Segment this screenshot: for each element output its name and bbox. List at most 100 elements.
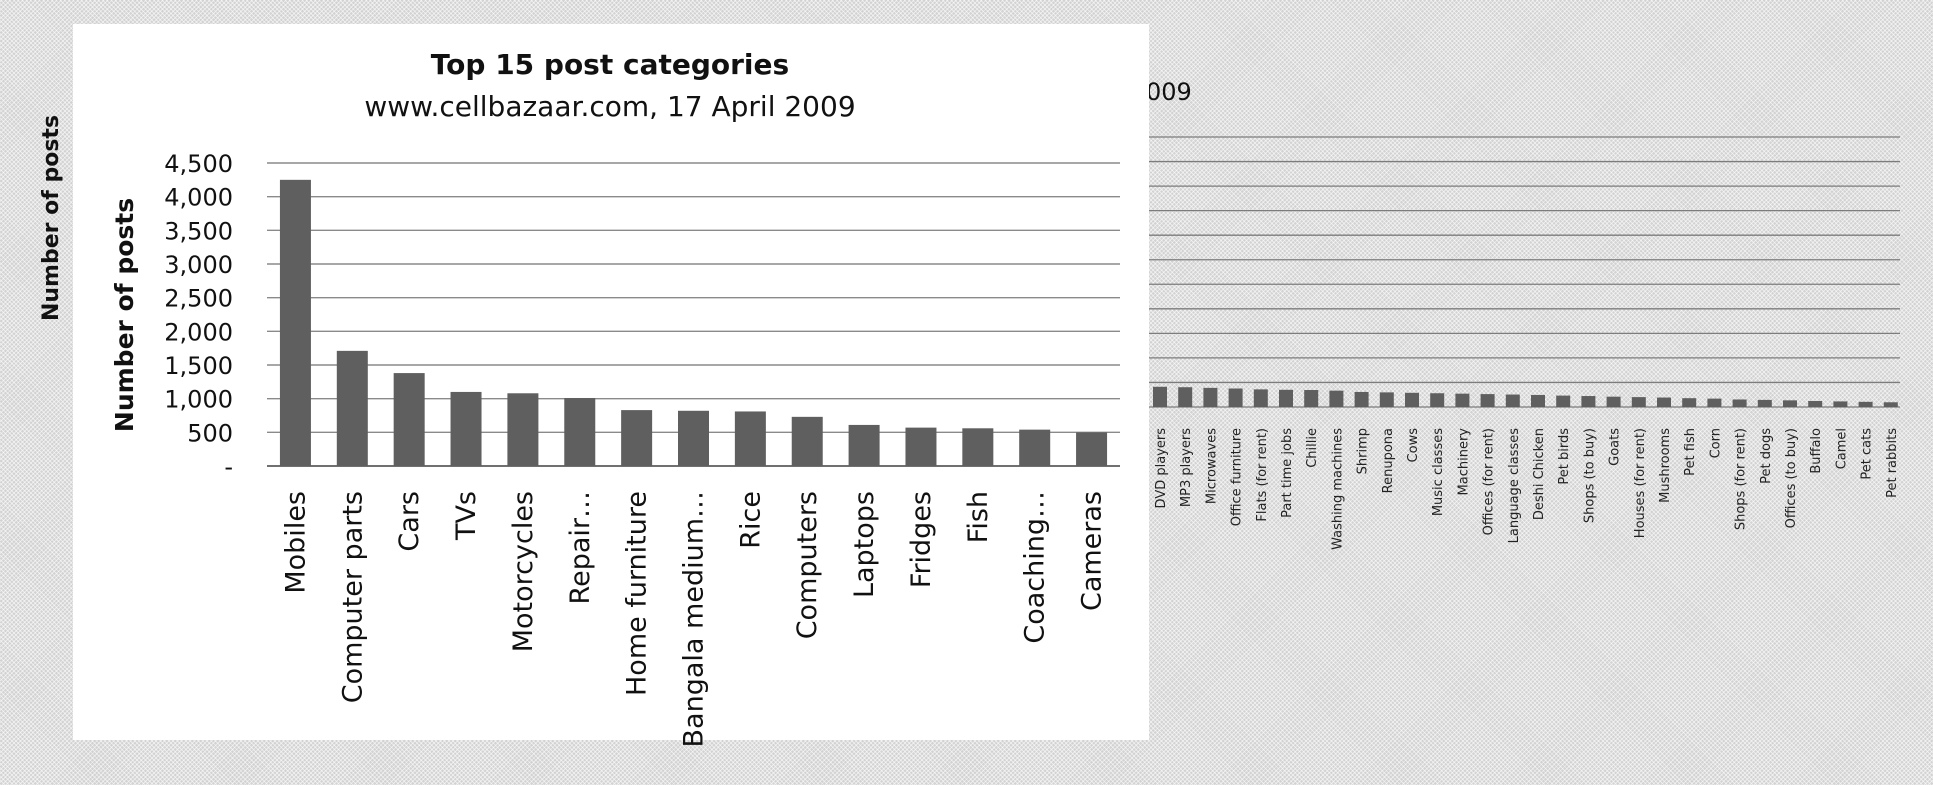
- bar: [450, 391, 482, 466]
- bar: [1279, 389, 1293, 407]
- bar: [1430, 393, 1445, 407]
- main-chart-bars: [279, 179, 1108, 467]
- bar: [1405, 392, 1419, 407]
- category-label: Shops (for rent): [1734, 428, 1749, 530]
- category-label: Pet fish: [1683, 428, 1698, 476]
- category-label: Corn: [1708, 428, 1723, 458]
- bar: [1329, 390, 1344, 407]
- chart-title: Top 15 post categories: [431, 48, 789, 81]
- bar: [1757, 399, 1772, 407]
- bar: [1883, 402, 1898, 407]
- bar: [1581, 396, 1596, 407]
- category-label: Pet birds: [1557, 428, 1572, 485]
- y-tick-label: 1,000: [164, 386, 233, 414]
- bar: [1455, 393, 1470, 407]
- bar: [1833, 401, 1848, 407]
- category-label: Pet cats: [1860, 428, 1875, 480]
- bar: [1707, 398, 1722, 407]
- background-chart: 009 DVD players MP3 players Microwaves Offi…: [1146, 78, 1900, 550]
- x-axis-category-labels: Mobiles Computer parts Cars TVs Motorcycles R…: [280, 491, 1107, 747]
- bar: [564, 397, 596, 466]
- main-chart-panel: [73, 24, 1149, 740]
- category-label: Office furniture: [1230, 428, 1245, 526]
- bar: [621, 410, 653, 466]
- category-label: Cows: [1406, 428, 1421, 463]
- category-label: Houses (for rent): [1633, 428, 1648, 538]
- category-label: MP3 players: [1179, 428, 1194, 507]
- bar: [734, 411, 766, 466]
- x-tick-label: Rice: [735, 491, 766, 549]
- background-chart-category-labels: DVD players MP3 players Microwaves Office f…: [1154, 428, 1900, 550]
- y-tick-label: -: [224, 453, 233, 481]
- x-tick-label: Bangala medium…: [679, 491, 710, 747]
- chart-subtitle: www.cellbazaar.com, 17 April 2009: [364, 90, 855, 123]
- x-tick-label: Motorcycles: [508, 491, 539, 652]
- bar: [1253, 389, 1268, 407]
- bar: [1354, 391, 1369, 407]
- bar: [1657, 397, 1671, 407]
- category-label: Camel: [1834, 428, 1849, 469]
- y-axis-label: Number of posts: [110, 198, 139, 432]
- main-chart: Top 15 post categories www.cellbazaar.co…: [110, 48, 1120, 747]
- bar: [1178, 387, 1193, 407]
- y-tick-label: 1,500: [164, 352, 233, 380]
- y-tick-label: 3,000: [164, 251, 233, 279]
- category-label: Music classes: [1431, 428, 1446, 516]
- bar: [1228, 388, 1243, 407]
- category-label: Renupona: [1381, 428, 1396, 493]
- x-tick-label: Computer parts: [337, 491, 368, 703]
- bar: [1304, 390, 1319, 407]
- bar: [1531, 394, 1545, 407]
- y-tick-label: 3,500: [164, 217, 233, 245]
- bar: [507, 393, 539, 466]
- category-label: Buffalo: [1809, 428, 1824, 474]
- bar: [1783, 400, 1797, 407]
- category-label: Goats: [1608, 428, 1623, 466]
- x-tick-label: TVs: [451, 491, 482, 541]
- bar: [1480, 394, 1495, 407]
- bar: [962, 428, 994, 466]
- background-chart-subtitle: 009: [1146, 78, 1192, 106]
- background-chart-y-axis-label: Number of posts: [39, 115, 64, 321]
- category-label: Mushrooms: [1658, 428, 1673, 503]
- category-label: Microwaves: [1204, 428, 1219, 504]
- bar: [1505, 394, 1520, 407]
- bar: [1631, 397, 1646, 407]
- x-tick-label: Home furniture: [622, 491, 653, 696]
- category-label: Offices (for rent): [1482, 428, 1497, 535]
- x-tick-label: Coaching…: [1020, 491, 1051, 644]
- bar: [791, 416, 823, 466]
- x-tick-label: Cars: [394, 491, 425, 552]
- bar: [1203, 387, 1218, 407]
- bar: [279, 179, 311, 467]
- background-chart-bars: [1153, 386, 1898, 407]
- category-label: Chillie: [1305, 428, 1320, 468]
- y-tick-label: 4,000: [164, 184, 233, 212]
- x-tick-label: Fish: [963, 491, 994, 543]
- category-label: Machinery: [1456, 428, 1471, 496]
- y-axis-ticks: - 500 1,000 1,500 2,000 2,500 3,000 3,500 4,000 4…: [164, 150, 233, 481]
- background-chart-gridlines: [1149, 136, 1900, 408]
- bar: [1808, 400, 1823, 407]
- bar: [1606, 396, 1621, 407]
- category-label: DVD players: [1154, 428, 1169, 509]
- category-label: Offices (to buy): [1784, 428, 1799, 528]
- bar: [1556, 395, 1571, 407]
- bar: [1019, 429, 1051, 466]
- x-tick-label: Fridges: [906, 491, 937, 588]
- y-tick-label: 4,500: [164, 150, 233, 178]
- bar: [905, 427, 937, 466]
- category-label: Shops (to buy): [1582, 428, 1597, 523]
- category-label: Shrimp: [1356, 428, 1371, 474]
- x-tick-label: Computers: [792, 491, 823, 639]
- x-tick-label: Cameras: [1077, 491, 1108, 611]
- category-label: Deshi Chicken: [1532, 428, 1547, 520]
- bar: [336, 350, 368, 466]
- y-tick-label: 2,500: [164, 285, 233, 313]
- category-label: Pet rabbits: [1885, 428, 1900, 498]
- x-tick-label: Mobiles: [280, 491, 311, 594]
- category-label: Part time jobs: [1280, 428, 1295, 518]
- category-label: Pet dogs: [1759, 428, 1774, 484]
- y-tick-label: 2,000: [164, 318, 233, 346]
